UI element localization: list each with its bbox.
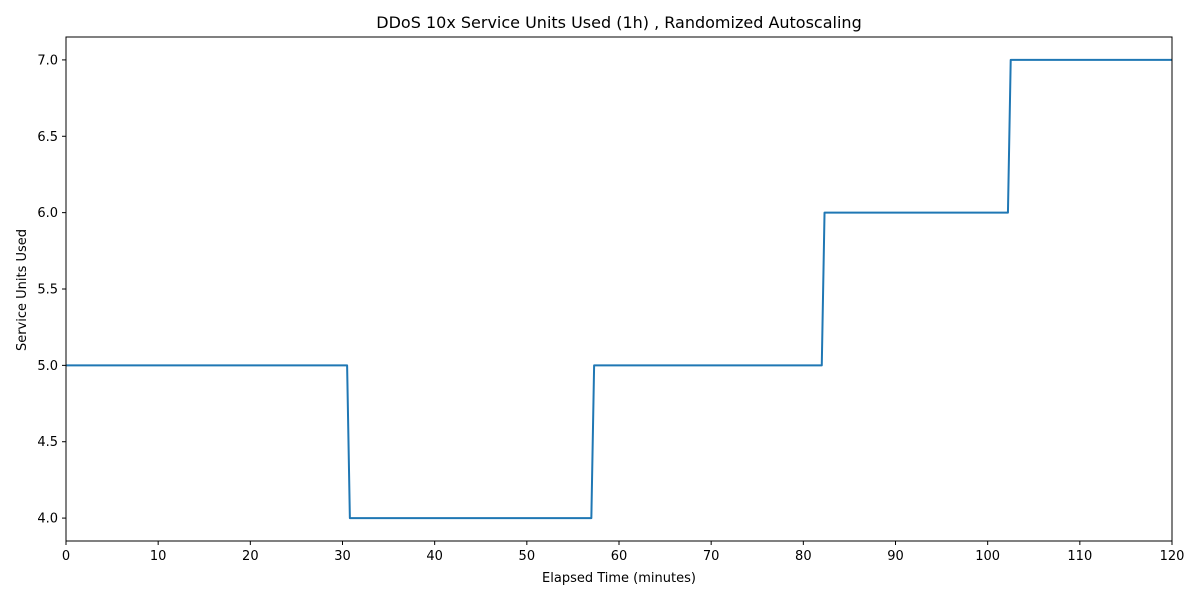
y-axis-label: Service Units Used — [15, 229, 30, 351]
x-tick-label: 60 — [611, 549, 628, 564]
x-tick-label: 70 — [703, 549, 720, 564]
x-tick-label: 110 — [1067, 549, 1092, 564]
y-tick-label: 4.0 — [37, 512, 58, 527]
axes-frame — [65, 36, 1173, 542]
series-line-0 — [66, 58, 1172, 520]
x-axis-label: Elapsed Time (minutes) — [542, 571, 696, 586]
x-tick-label: 30 — [334, 549, 351, 564]
x-tick-label: 0 — [62, 549, 70, 564]
x-tick-label: 20 — [242, 549, 259, 564]
y-tick-label: 7.0 — [37, 53, 58, 68]
x-tick-label: 120 — [1160, 549, 1185, 564]
x-tick-label: 40 — [426, 549, 443, 564]
y-tick-label: 6.5 — [37, 130, 58, 145]
y-tick-label: 4.5 — [37, 435, 58, 450]
y-tick-label: 5.5 — [37, 283, 58, 298]
y-tick-label: 5.0 — [37, 359, 58, 374]
x-tick-label: 80 — [795, 549, 812, 564]
plot-area: 0 10 20 30 40 50 60 70 80 90 100 110 120 4.0 4.5 5.0 5.5… — [37, 36, 1185, 564]
x-tick-label: 90 — [887, 549, 904, 564]
x-tick-label: 100 — [975, 549, 1000, 564]
x-tick-label: 10 — [150, 549, 167, 564]
y-tick-label: 6.0 — [37, 206, 58, 221]
x-tick-label: 50 — [519, 549, 536, 564]
chart-title: DDoS 10x Service Units Used (1h) , Rando… — [376, 13, 861, 32]
